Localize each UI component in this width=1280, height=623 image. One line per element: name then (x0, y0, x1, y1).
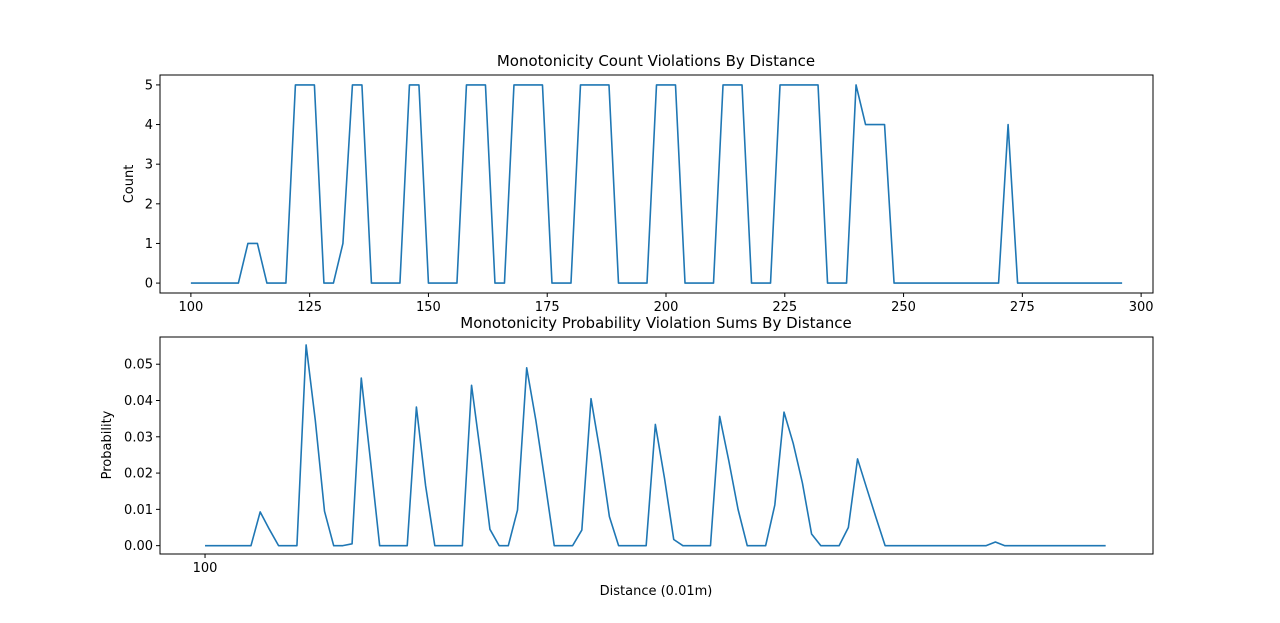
probability-ytick-label: 0.01 (124, 503, 153, 518)
count-ytick-label: 1 (145, 237, 153, 252)
count-xtick-label: 150 (416, 300, 441, 315)
count-chart-title: Monotonicity Count Violations By Distanc… (497, 52, 815, 70)
probability-chart-yticks: 0.00 0.01 0.02 0.03 0.04 0.05 (124, 358, 160, 554)
count-ytick-label: 0 (145, 277, 153, 292)
count-xtick-label: 175 (535, 300, 560, 315)
count-xtick-label: 125 (297, 300, 322, 315)
count-ytick-label: 3 (145, 158, 153, 173)
count-chart-ylabel: Count (122, 165, 137, 204)
probability-chart-title: Monotonicity Probability Violation Sums … (460, 314, 851, 332)
count-xtick-label: 225 (772, 300, 797, 315)
count-ytick-label: 2 (145, 197, 153, 212)
probability-xtick-label: 100 (193, 561, 218, 576)
count-series-line (190, 84, 1123, 284)
probability-ytick-label: 0.05 (124, 358, 153, 373)
probability-chart-frame (159, 336, 1154, 555)
probability-series-line (205, 344, 1106, 547)
count-chart-frame (159, 74, 1154, 294)
probability-chart-xlabel: Distance (0.01m) (600, 584, 713, 599)
probability-ytick-label: 0.00 (124, 539, 153, 554)
count-ytick-label: 4 (145, 118, 153, 133)
probability-ytick-label: 0.02 (124, 467, 153, 482)
probability-chart-ylabel: Probability (100, 410, 115, 479)
count-xtick-label: 275 (1010, 300, 1035, 315)
count-ytick-label: 5 (145, 78, 153, 93)
count-chart-yticks: 0 1 2 3 4 5 (145, 78, 160, 292)
probability-ytick-label: 0.04 (124, 394, 153, 409)
count-chart: Monotonicity Count Violations By Distanc… (122, 52, 1154, 315)
probability-ytick-label: 0.03 (124, 430, 153, 445)
probability-chart-xticks: 100 (193, 554, 218, 576)
count-chart-xticks: 100 125 150 175 200 225 250 275 300 (178, 293, 1154, 315)
count-xtick-label: 300 (1129, 300, 1154, 315)
count-xtick-label: 250 (891, 300, 916, 315)
count-xtick-label: 200 (654, 300, 679, 315)
probability-chart: Monotonicity Probability Violation Sums … (100, 314, 1154, 599)
count-xtick-label: 100 (178, 300, 203, 315)
